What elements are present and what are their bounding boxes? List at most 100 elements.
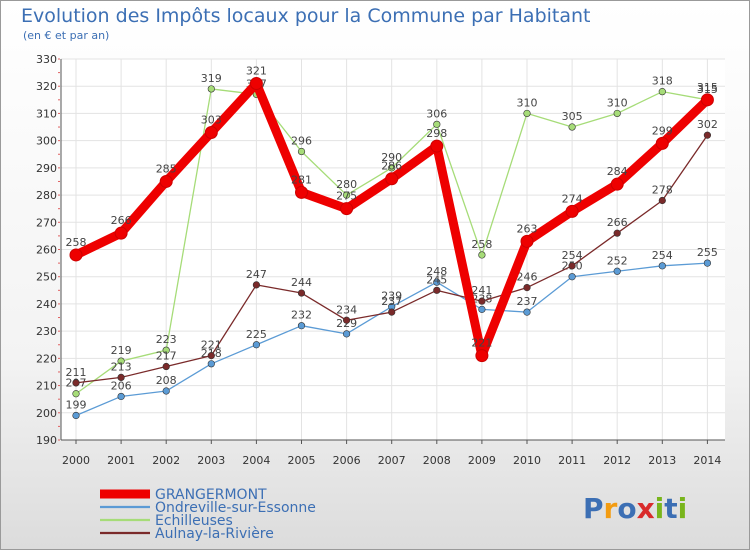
data-point <box>249 76 263 90</box>
data-label: 263 <box>517 222 538 235</box>
data-label: 247 <box>246 268 267 281</box>
data-label: 302 <box>697 118 718 131</box>
data-label: 285 <box>156 162 177 175</box>
data-label: 315 <box>697 81 718 94</box>
logo-letter: r <box>604 492 618 525</box>
chart-subtitle: (en € et par an) <box>23 29 110 42</box>
data-point <box>117 373 125 382</box>
x-tick-label: 2014 <box>693 454 721 467</box>
data-point <box>610 177 624 191</box>
data-label: 237 <box>381 295 402 308</box>
data-point <box>703 131 712 139</box>
data-point <box>655 136 669 150</box>
data-point <box>430 139 444 153</box>
x-tick-label: 2011 <box>558 454 586 467</box>
data-label: 199 <box>66 399 87 412</box>
data-label: 219 <box>111 344 132 357</box>
data-point <box>388 164 396 172</box>
y-tick-label: 210 <box>36 380 57 393</box>
data-point <box>207 85 215 93</box>
data-label: 303 <box>201 113 222 126</box>
logo-letter: i <box>655 492 665 525</box>
legend-label: Echilleuses <box>155 513 233 529</box>
data-point <box>475 349 489 363</box>
data-label: 296 <box>291 135 312 148</box>
data-point <box>568 262 576 270</box>
x-tick-label: 2013 <box>648 454 676 467</box>
data-label: 248 <box>426 265 447 278</box>
x-tick-label: 2004 <box>242 454 270 467</box>
data-point <box>72 379 80 387</box>
legend-label: GRANGERMONT <box>155 487 267 503</box>
x-tick-label: 2006 <box>333 454 361 467</box>
logo-letter: o <box>617 492 636 525</box>
data-point <box>523 109 531 118</box>
x-tick-label: 2003 <box>197 454 225 467</box>
data-point <box>658 88 666 96</box>
data-label: 280 <box>336 178 357 191</box>
data-label: 258 <box>471 238 492 251</box>
data-label: 318 <box>652 75 673 88</box>
data-label: 211 <box>66 366 87 379</box>
data-label: 286 <box>381 160 402 173</box>
data-label: 310 <box>607 96 628 109</box>
data-label: 319 <box>201 72 222 85</box>
y-tick-label: 280 <box>36 189 57 202</box>
data-point <box>433 278 441 286</box>
data-point <box>700 93 714 107</box>
data-label: 255 <box>697 246 718 259</box>
data-point <box>565 204 579 218</box>
data-label: 266 <box>111 214 132 227</box>
data-label: 266 <box>607 216 628 229</box>
data-label: 239 <box>381 290 402 303</box>
data-point <box>162 387 170 395</box>
data-point <box>520 234 534 248</box>
data-label: 290 <box>381 151 402 164</box>
data-point <box>159 174 173 188</box>
data-point <box>72 390 80 398</box>
data-point <box>523 284 531 292</box>
data-label: 254 <box>562 249 583 262</box>
data-label: 299 <box>652 124 673 137</box>
logo-letter: P <box>583 492 604 525</box>
data-point <box>523 308 531 316</box>
data-point <box>72 411 80 420</box>
data-label: 206 <box>111 379 132 392</box>
data-point <box>478 251 486 259</box>
data-label: 281 <box>291 173 312 186</box>
data-label: 278 <box>652 184 673 197</box>
x-tick-label: 2002 <box>152 454 180 467</box>
data-label: 232 <box>291 309 312 322</box>
legend-label: Ondreville-sur-Essonne <box>155 500 316 516</box>
data-point <box>568 123 576 131</box>
data-point <box>162 362 170 371</box>
x-tick-label: 2000 <box>62 454 90 467</box>
data-label: 244 <box>291 276 312 289</box>
data-label: 208 <box>156 374 177 387</box>
data-point <box>433 120 441 128</box>
y-tick-label: 320 <box>36 80 57 93</box>
data-point <box>433 286 441 294</box>
data-point <box>297 147 306 156</box>
y-tick-label: 330 <box>36 53 57 66</box>
data-point <box>613 229 621 237</box>
data-label: 275 <box>336 190 357 203</box>
data-label: 221 <box>201 339 222 352</box>
data-label: 223 <box>156 333 177 346</box>
data-point <box>207 360 215 368</box>
x-tick-label: 2008 <box>423 454 451 467</box>
data-label: 274 <box>562 192 583 205</box>
data-point <box>613 267 621 275</box>
data-point <box>297 322 306 330</box>
data-point <box>117 392 125 401</box>
y-tick-label: 220 <box>36 352 57 365</box>
data-point <box>162 346 170 354</box>
data-point <box>388 308 396 316</box>
data-point <box>252 281 260 289</box>
data-point <box>343 330 351 338</box>
data-label: 245 <box>426 273 447 286</box>
data-label: 225 <box>246 328 267 341</box>
data-label: 306 <box>426 107 447 120</box>
data-point <box>297 289 306 297</box>
